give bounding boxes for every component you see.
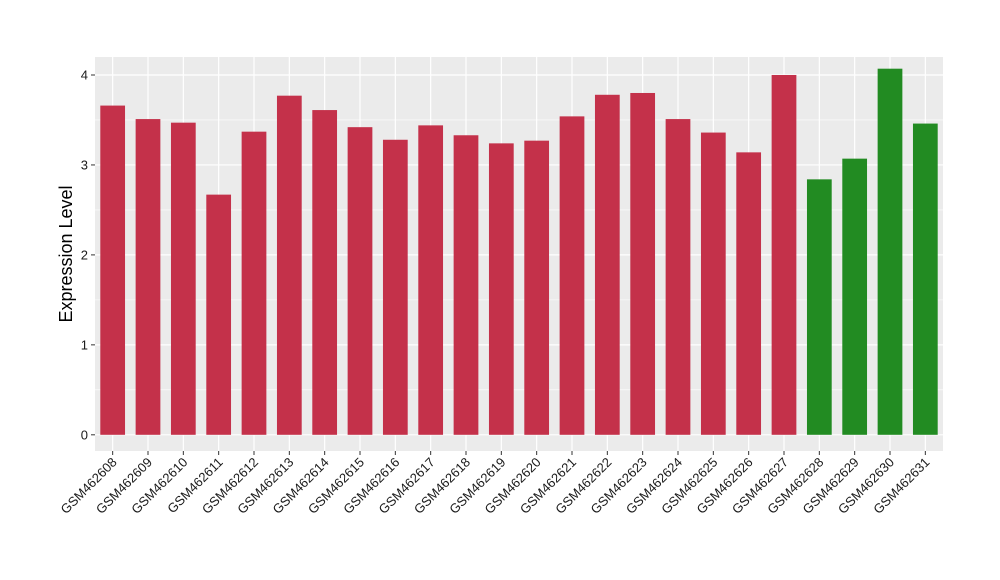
bar-GSM462614 — [312, 110, 338, 435]
bar-GSM462630 — [877, 68, 903, 435]
bar-GSM462631 — [912, 123, 938, 435]
bar-GSM462625 — [700, 132, 726, 435]
bar-GSM462622 — [594, 94, 620, 435]
y-tick-label: 2 — [81, 247, 88, 262]
bar-GSM462627 — [771, 74, 797, 435]
bar-GSM462626 — [736, 152, 762, 435]
y-axis-title: Expression Level — [56, 185, 76, 322]
bar-GSM462623 — [630, 92, 656, 435]
bar-GSM462620 — [524, 140, 550, 435]
bar-GSM462608 — [100, 105, 126, 435]
bar-GSM462617 — [418, 125, 444, 435]
bar-GSM462619 — [488, 143, 514, 435]
bar-GSM462624 — [665, 119, 691, 435]
y-tick-label: 4 — [81, 67, 88, 82]
bar-GSM462616 — [382, 139, 408, 435]
bars — [100, 68, 938, 435]
y-tick-label: 0 — [81, 427, 88, 442]
y-axis: 0 1 2 3 4 — [81, 67, 95, 442]
bar-GSM462629 — [842, 158, 868, 435]
bar-GSM462611 — [206, 194, 232, 435]
bar-GSM462628 — [806, 179, 832, 435]
bar-GSM462613 — [276, 95, 302, 435]
y-tick-label: 1 — [81, 337, 88, 352]
y-tick-label: 3 — [81, 157, 88, 172]
bar-GSM462621 — [559, 116, 585, 435]
bar-GSM462615 — [347, 127, 373, 435]
minor-gridlines — [95, 119, 943, 391]
bar-GSM462610 — [170, 122, 196, 435]
bar-GSM462612 — [241, 131, 267, 435]
bar-GSM462609 — [135, 119, 161, 435]
plot-panel — [95, 57, 943, 451]
bar-GSM462618 — [453, 135, 479, 435]
